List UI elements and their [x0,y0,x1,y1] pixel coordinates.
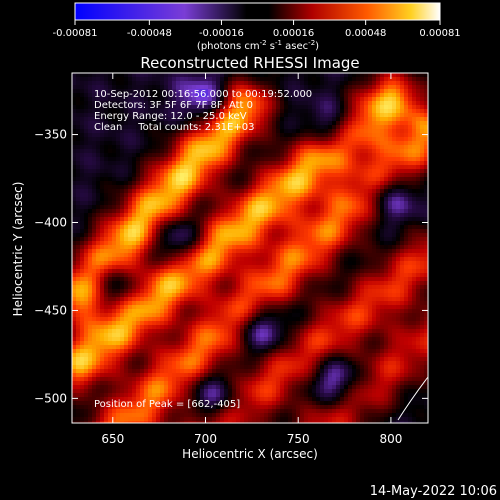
footer-date: 14-May-2022 10:06 [370,484,497,499]
y-axis-ticks: −350 −400 −450 −500 [34,128,428,405]
annotation-line: Detectors: 3F 5F 6F 7F 8F, Att 0 [94,100,253,111]
plot-frame [71,72,429,424]
y-tick-label: −400 [34,215,67,229]
colorbar-tick-label: -0.00016 [199,28,244,39]
x-tick-label: 800 [379,432,402,446]
y-tick-label: −450 [34,303,67,317]
x-axis-label: Heliocentric X (arcsec) [182,447,318,461]
observation-annotation: 10-Sep-2012 00:16:56.000 to 00:19:52.000… [94,89,312,133]
colorbar-ticks: -0.00081 -0.00048 -0.00016 0.00016 0.00048 0.… [53,20,461,39]
y-axis-label: Heliocentric Y (arcsec) [11,182,25,317]
plot-title: Reconstructed RHESSI Image [140,54,359,72]
colorbar-tick-label: 0.00081 [419,28,460,39]
peak-position-label: Position of Peak = [662,-405] [94,399,240,410]
colorbar-gradient [74,2,441,21]
colorbar-tick-label: -0.00048 [127,28,172,39]
y-tick-label: −500 [34,391,67,405]
annotation-line: Energy Range: 12.0 - 25.0 keV [94,111,247,122]
colorbar: -0.00081 -0.00048 -0.00016 0.00016 0.00048 0.… [53,2,461,52]
y-tick-label: −350 [34,128,67,142]
annotation-line: Clean Total counts: 2.31E+03 [94,122,254,133]
colorbar-tick-label: 0.00048 [345,28,386,39]
x-axis-ticks: 650 700 750 800 [101,73,402,446]
annotation-line: 10-Sep-2012 00:16:56.000 to 00:19:52.000 [94,89,312,100]
heatmap-image [72,73,428,423]
x-tick-label: 650 [101,432,124,446]
x-tick-label: 700 [194,432,217,446]
x-tick-label: 750 [287,432,310,446]
colorbar-unit-label: (photons cm-2 s-1 asec-2) [197,39,319,52]
colorbar-tick-label: -0.00081 [53,28,98,39]
solar-limb-arc [397,376,429,421]
colorbar-tick-label: 0.00016 [273,28,314,39]
